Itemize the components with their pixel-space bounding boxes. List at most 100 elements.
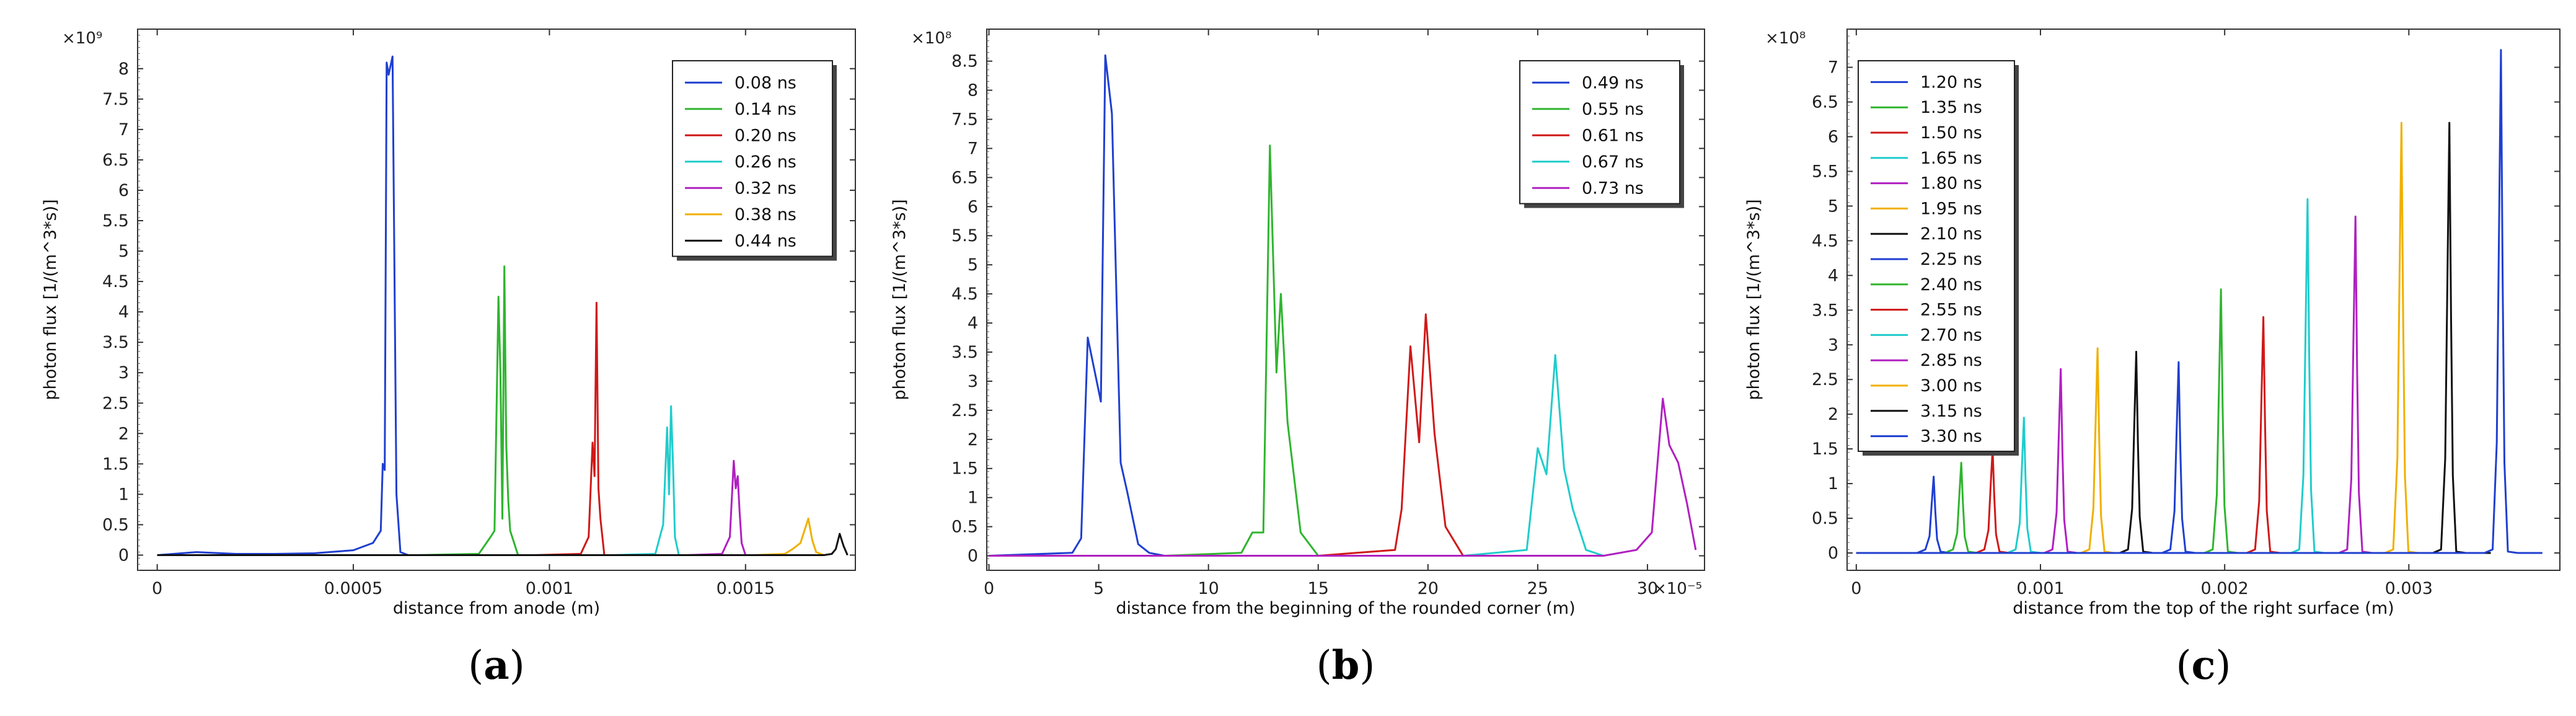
y-axis-label: photon flux [1/(m^3*s)] (1744, 199, 1763, 400)
series-line-2 (1164, 144, 1319, 557)
legend-label: 2.55 ns (1920, 301, 1982, 320)
y-tick-label: 0 (1828, 544, 1838, 563)
series-line-6 (753, 518, 824, 556)
y-multiplier: ×10⁸ (911, 29, 951, 48)
y-tick-label: 3.5 (1812, 301, 1838, 320)
y-tick-label: 4.5 (951, 285, 978, 304)
y-tick-label: 4 (1828, 266, 1838, 285)
y-axis-label: photon flux [1/(m^3*s)] (890, 199, 909, 400)
y-tick-label: 2.5 (102, 394, 129, 413)
y-multiplier: ×10⁹ (62, 29, 102, 48)
y-multiplier: ×10⁸ (1765, 29, 1806, 48)
y-tick-label: 8.5 (951, 52, 978, 71)
panel-paren-close: ) (509, 643, 525, 689)
y-tick-label: 5 (968, 255, 978, 275)
legend-label: 1.80 ns (1920, 174, 1982, 193)
x-tick-label: 5 (1093, 579, 1104, 598)
legend-label: 2.70 ns (1920, 325, 1982, 345)
legend-box (1519, 60, 1680, 205)
legend-label: 1.35 ns (1920, 98, 1982, 117)
panel-paren-open: ( (2176, 643, 2192, 689)
y-tick-label: 5 (118, 242, 129, 261)
y-tick-label: 0.5 (102, 515, 129, 534)
y-tick-label: 7.5 (102, 90, 129, 109)
x-tick-label: 0.0005 (324, 579, 382, 598)
x-tick-label: 0.001 (2016, 579, 2064, 598)
x-axis-label: distance from anode (m) (393, 599, 600, 618)
legend-label: 0.32 ns (734, 179, 796, 198)
x-tick-label: 0 (152, 579, 162, 598)
x-tick-label: 10 (1198, 579, 1219, 598)
y-tick-label: 5.5 (102, 211, 129, 231)
y-tick-label: 2 (968, 430, 978, 449)
legend-label: 2.85 ns (1920, 351, 1982, 370)
x-tick-label: 20 (1418, 579, 1439, 598)
x-tick-label: 25 (1527, 579, 1548, 598)
legend-label: 0.20 ns (734, 126, 796, 145)
series-line-1 (157, 55, 417, 556)
plot-frame (137, 29, 856, 571)
y-tick-label: 5 (1828, 197, 1838, 216)
y-tick-label: 4.5 (1812, 231, 1838, 250)
y-tick-label: 1.5 (951, 459, 978, 479)
legend-label: 0.67 ns (1582, 152, 1644, 172)
x-axis-label: distance from the beginning of the round… (1116, 599, 1575, 618)
x-tick-label: 0.0015 (717, 579, 775, 598)
y-tick-label: 6 (118, 181, 129, 200)
y-tick-label: 2.5 (1812, 370, 1838, 389)
panel-label: (c) (2176, 642, 2231, 689)
series-line-3 (1856, 448, 2034, 554)
panel-paren-close: ) (2215, 643, 2231, 689)
y-tick-label: 2 (118, 424, 129, 443)
y-tick-label: 0 (968, 547, 978, 566)
y-tick-label: 0.5 (951, 518, 978, 537)
panel-letter: a (483, 642, 509, 689)
series-line-15 (1856, 49, 2543, 554)
legend-label: 0.26 ns (734, 152, 796, 172)
y-tick-label: 1 (968, 488, 978, 508)
panel-label: (a) (468, 642, 524, 689)
x-axis-label: distance from the top of the right surfa… (2013, 599, 2394, 618)
legend-label: 0.55 ns (1582, 100, 1644, 119)
y-tick-label: 8 (118, 60, 129, 79)
panel-paren-close: ) (1359, 643, 1375, 689)
y-tick-label: 3.5 (951, 343, 978, 362)
x-tick-label: 30 (1637, 579, 1658, 598)
legend-label: 0.08 ns (734, 73, 796, 92)
series-line-4 (1463, 354, 1604, 557)
y-tick-label: 5.5 (1812, 162, 1838, 181)
legend-label: 0.73 ns (1582, 179, 1644, 198)
panel-c: 0 0.5 1 1.5 2 2.5 3 3.5 4 4.5 5 5.5 6 6.5 7 0 0.001 0.002… (1744, 29, 2561, 689)
legend-label: 1.20 ns (1920, 73, 1982, 92)
legend-label: 1.65 ns (1920, 149, 1982, 168)
series-line-7 (157, 533, 849, 556)
series-line-5 (989, 397, 1697, 557)
y-tick-label: 3 (968, 372, 978, 391)
legend-label: 2.10 ns (1920, 224, 1982, 244)
y-tick-label: 0 (118, 546, 129, 565)
y-tick-label: 4 (118, 303, 129, 322)
y-axis-label: photon flux [1/(m^3*s)] (41, 199, 60, 400)
x-multiplier: ×10⁻⁵ (1653, 580, 1702, 598)
x-tick-label: 0.003 (2385, 579, 2433, 598)
panel-paren-open: ( (468, 643, 483, 689)
panel-a: 0 0.5 1 1.5 2 2.5 3 3.5 4 4.5 5 5.5 6 6.5 7 7.5 8 0 0.0005… (41, 29, 856, 689)
y-tick-label: 7 (1828, 58, 1838, 77)
series-line-3 (1318, 313, 1464, 557)
legend-label: 3.30 ns (1920, 427, 1982, 446)
legend-label: 3.00 ns (1920, 376, 1982, 396)
y-tick-label: 6 (968, 197, 978, 216)
panel-paren-open: ( (1317, 643, 1332, 689)
series-line-1 (989, 54, 1165, 557)
y-tick-label: 1 (118, 485, 129, 504)
y-tick-label: 0.5 (1812, 509, 1838, 528)
y-tick-label: 5.5 (951, 226, 978, 245)
y-tick-label: 7 (968, 139, 978, 158)
y-tick-label: 6.5 (1812, 93, 1838, 112)
legend-label: 0.38 ns (734, 205, 796, 224)
legend-label: 2.25 ns (1920, 250, 1982, 269)
y-tick-label: 7 (118, 120, 129, 139)
legend-label: 0.49 ns (1582, 73, 1644, 92)
y-tick-label: 1.5 (1812, 440, 1838, 459)
